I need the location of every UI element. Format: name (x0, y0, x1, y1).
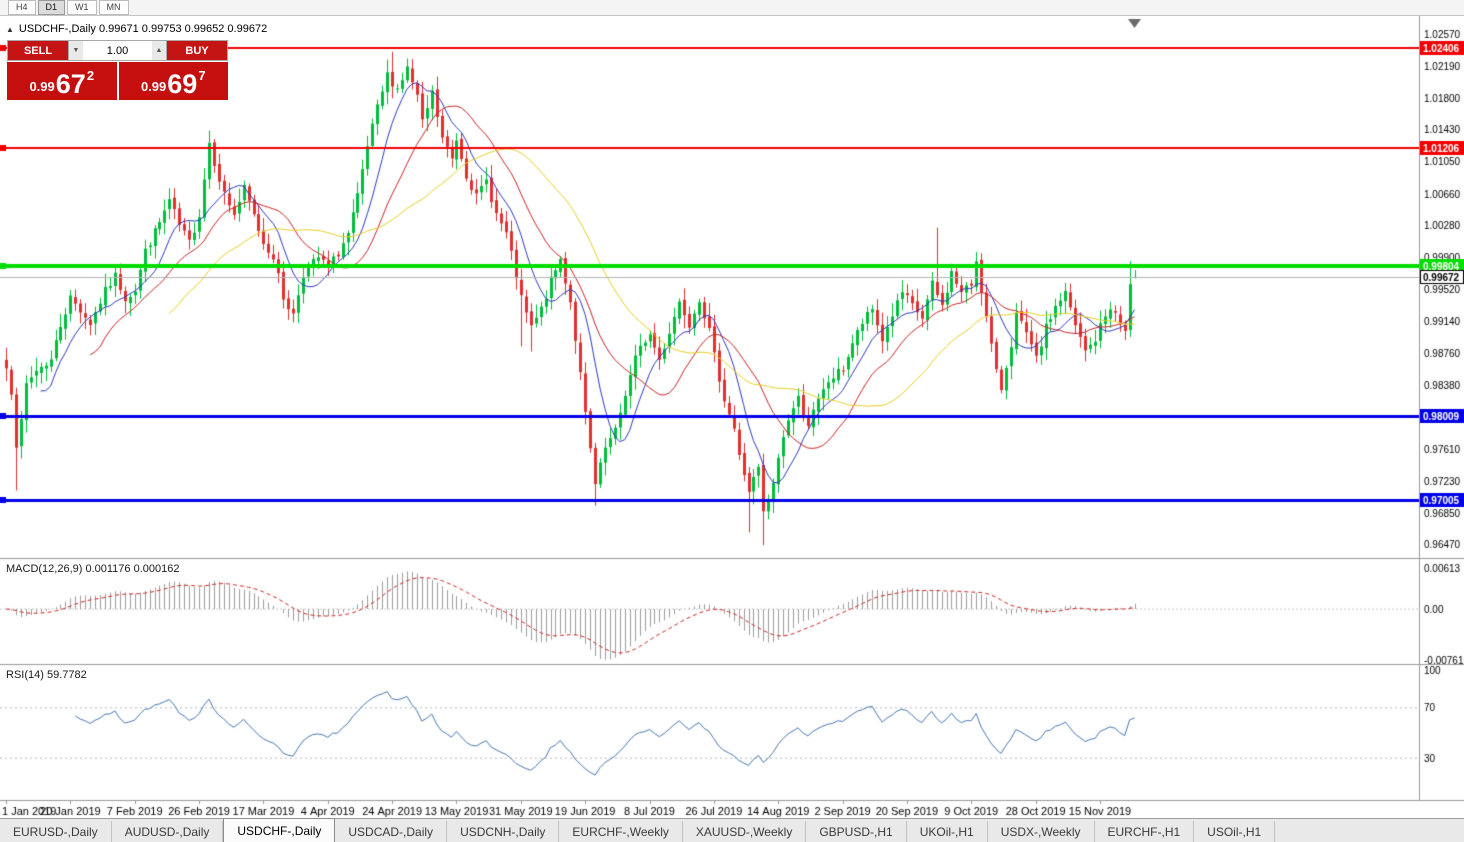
sell-price-digits: 67 (55, 69, 86, 99)
chart-tab-ukoil-h1[interactable]: UKOil-,H1 (907, 821, 988, 842)
price-chart-canvas[interactable] (0, 16, 1464, 818)
trade-prices-row: 0.99 67 2 0.99 69 7 (7, 62, 228, 100)
period-button-h4[interactable]: H4 (8, 0, 36, 15)
sell-price-pip: 2 (86, 68, 95, 83)
one-click-trading-panel: SELL ▼ ▲ BUY 0.99 67 2 0.99 69 7 (7, 40, 228, 100)
chart-tab-usdcnh-daily[interactable]: USDCNH-,Daily (447, 821, 560, 842)
period-toolbar: H4 D1 W1 MN (0, 0, 1464, 16)
chart-tab-gbpusd-h1[interactable]: GBPUSD-,H1 (806, 821, 907, 842)
period-button-w1[interactable]: W1 (67, 0, 97, 15)
chart-tab-usdx-weekly[interactable]: USDX-,Weekly (988, 821, 1095, 842)
chart-tab-eurusd-daily[interactable]: EURUSD-,Daily (0, 821, 112, 842)
chart-tab-usdchf-daily[interactable]: USDCHF-,Daily (223, 818, 336, 842)
chart-tab-usdcad-daily[interactable]: USDCAD-,Daily (335, 821, 448, 842)
buy-price[interactable]: 0.99 69 7 (118, 62, 228, 100)
period-button-mn[interactable]: MN (98, 0, 129, 15)
chart-tab-audusd-daily[interactable]: AUDUSD-,Daily (112, 821, 224, 842)
trade-controls-row: SELL ▼ ▲ BUY (7, 40, 228, 61)
buy-price-pip: 7 (198, 68, 206, 83)
volume-decrease-icon[interactable]: ▼ (69, 41, 83, 60)
sell-button[interactable]: SELL (8, 41, 68, 60)
period-button-d1[interactable]: D1 (37, 0, 66, 15)
buy-price-digits: 69 (167, 69, 198, 99)
chart-tab-usoil-h1[interactable]: USOil-,H1 (1194, 821, 1276, 842)
volume-stepper: ▼ ▲ (68, 41, 167, 60)
buy-button[interactable]: BUY (167, 41, 227, 60)
sell-price-prefix: 0.99 (29, 79, 55, 94)
chart-tab-eurchf-h1[interactable]: EURCHF-,H1 (1095, 821, 1195, 842)
chart-tab-bar: EURUSD-,Daily AUDUSD-,Daily USDCHF-,Daily U… (0, 818, 1464, 842)
chart-tab-eurchf-weekly[interactable]: EURCHF-,Weekly (559, 821, 683, 842)
chart-tab-xauusd-weekly[interactable]: XAUUSD-,Weekly (683, 821, 807, 842)
buy-price-prefix: 0.99 (140, 79, 167, 94)
volume-increase-icon[interactable]: ▲ (152, 41, 166, 60)
volume-input[interactable] (83, 41, 152, 60)
sell-price[interactable]: 0.99 67 2 (7, 62, 117, 100)
